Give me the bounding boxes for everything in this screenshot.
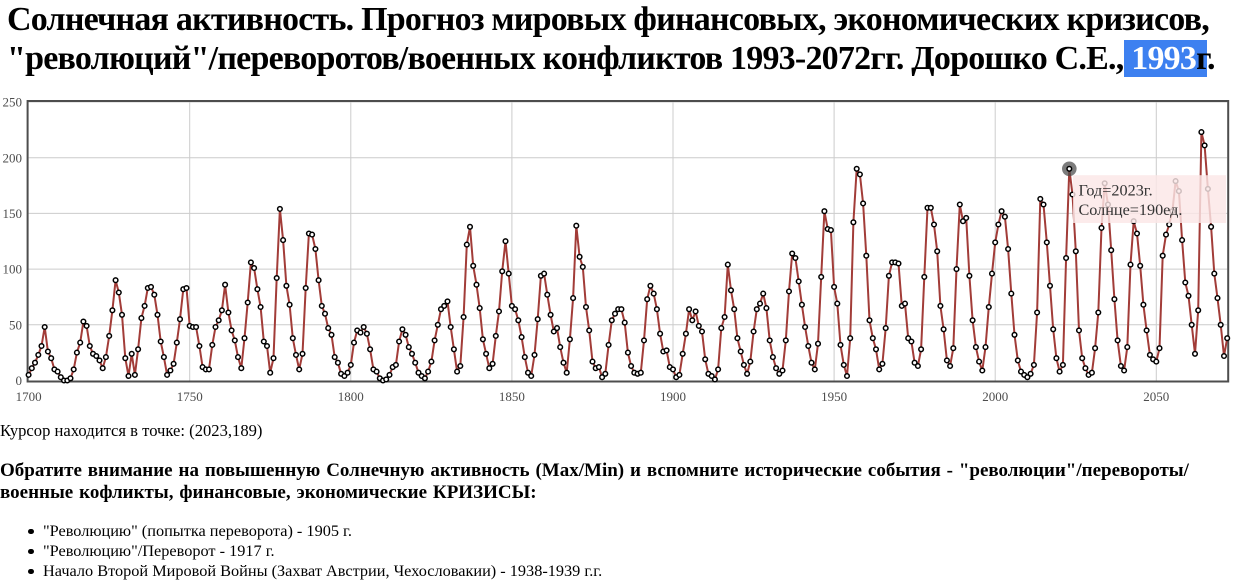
svg-text:Солнце=190ед.: Солнце=190ед. — [1079, 201, 1183, 219]
svg-text:1950: 1950 — [821, 389, 847, 404]
svg-text:2050: 2050 — [1143, 389, 1169, 404]
svg-text:1700: 1700 — [16, 389, 42, 404]
svg-text:1850: 1850 — [499, 389, 525, 404]
svg-text:1750: 1750 — [177, 389, 203, 404]
svg-text:1800: 1800 — [338, 389, 364, 404]
svg-text:0: 0 — [16, 373, 23, 388]
svg-text:150: 150 — [3, 206, 23, 221]
svg-text:50: 50 — [9, 317, 22, 332]
svg-text:100: 100 — [3, 262, 23, 277]
svg-text:200: 200 — [3, 150, 23, 165]
svg-text:Год=2023г.: Год=2023г. — [1079, 182, 1153, 200]
svg-text:250: 250 — [3, 95, 23, 110]
svg-text:2000: 2000 — [982, 389, 1008, 404]
svg-text:1900: 1900 — [660, 389, 686, 404]
